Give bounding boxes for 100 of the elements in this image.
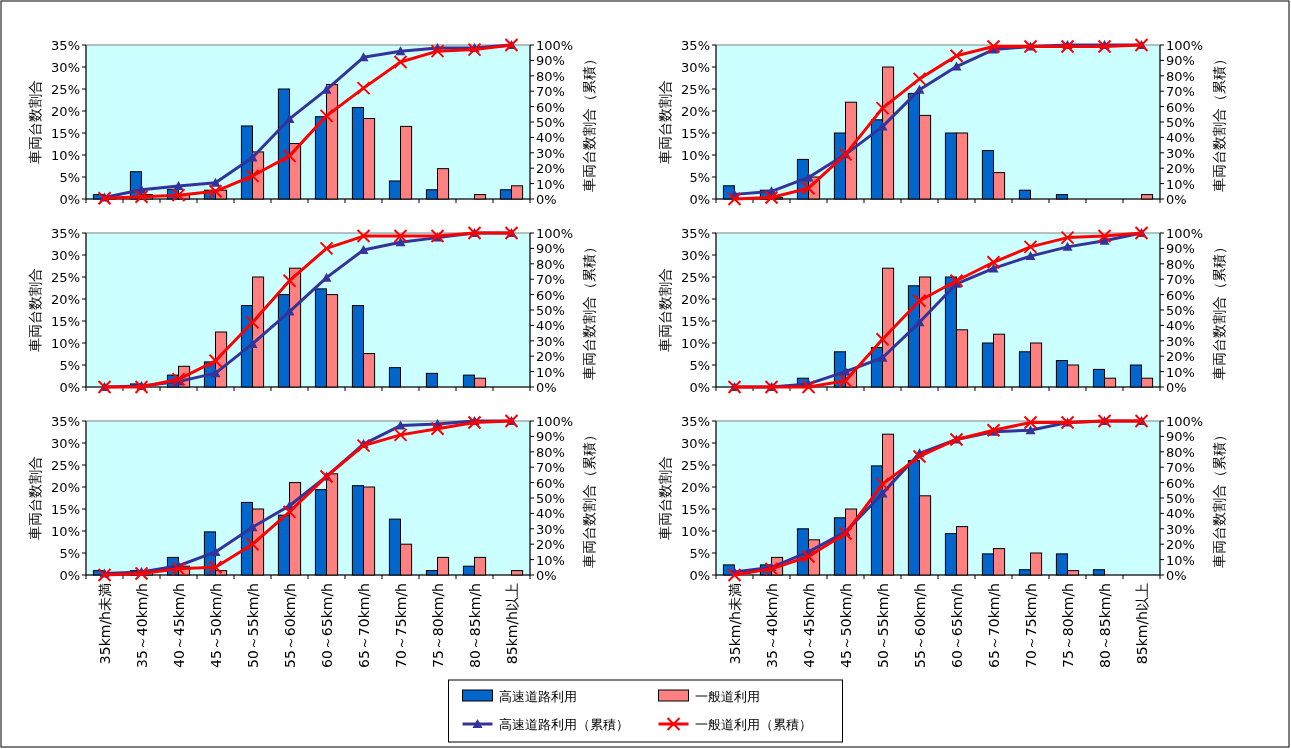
- y2-tick-label: 30%: [1166, 333, 1195, 349]
- y-tick-label: 10%: [681, 148, 710, 163]
- y2-tick-label: 30%: [536, 145, 565, 161]
- y2-tick-label: 60%: [536, 99, 565, 115]
- y2-tick-label: 70%: [536, 84, 565, 100]
- y-tick-label: 25%: [681, 458, 710, 473]
- y2-axis-title: 車両台数割合（累積）: [1211, 52, 1227, 192]
- y-tick-label: 35%: [51, 38, 80, 53]
- y2-tick-label: 70%: [1166, 272, 1195, 288]
- y-tick-label: 35%: [681, 414, 710, 429]
- y-tick-label: 35%: [681, 38, 710, 53]
- y2-tick-label: 90%: [1166, 241, 1195, 257]
- x-tick-label: 40～45km/h: [170, 583, 187, 668]
- y2-tick-label: 30%: [1166, 521, 1195, 537]
- y-tick-label: 15%: [681, 126, 710, 141]
- x-tick-label: 35km/h未満: [726, 583, 743, 665]
- y2-tick-label: 90%: [1166, 429, 1195, 445]
- x-tick-label: 65～70km/h: [985, 583, 1002, 668]
- y2-tick-label: 100%: [536, 226, 574, 241]
- y2-tick-label: 20%: [1166, 161, 1195, 177]
- y-tick-label: 35%: [51, 226, 80, 241]
- y2-tick-label: 100%: [1166, 226, 1204, 241]
- y-tick-label: 20%: [681, 104, 710, 119]
- y2-tick-label: 80%: [536, 68, 565, 84]
- y-tick-label: 0%: [689, 192, 710, 207]
- y-tick-label: 20%: [51, 104, 80, 119]
- y-tick-label: 30%: [51, 248, 80, 263]
- y2-axis-title: 車両台数割合（累積）: [581, 240, 597, 380]
- y2-axis-title: 車両台数割合（累積）: [1211, 240, 1227, 380]
- y-axis-title: 車両台数割合: [27, 80, 43, 164]
- y2-tick-label: 100%: [536, 38, 574, 53]
- y2-tick-label: 80%: [536, 444, 565, 460]
- legend-label: 一般道利用: [694, 689, 760, 704]
- y2-tick-label: 100%: [1166, 414, 1204, 429]
- y-axis-title: 車両台数割合: [27, 456, 43, 540]
- y2-tick-label: 40%: [536, 506, 565, 522]
- legend-label: 一般道利用（累積）: [694, 717, 812, 732]
- y2-tick-label: 90%: [536, 429, 565, 445]
- x-tick-label: 50～55km/h: [874, 583, 891, 668]
- y2-tick-label: 20%: [536, 537, 565, 553]
- y2-tick-label: 30%: [536, 521, 565, 537]
- y2-tick-label: 40%: [1166, 130, 1195, 146]
- y2-tick-label: 80%: [1166, 256, 1195, 272]
- y-tick-label: 30%: [681, 436, 710, 451]
- y2-tick-label: 0%: [1166, 568, 1187, 583]
- y2-tick-label: 50%: [536, 303, 565, 318]
- y2-tick-label: 60%: [1166, 475, 1195, 491]
- y-tick-label: 15%: [681, 502, 710, 517]
- y-axis-title: 車両台数割合: [657, 80, 673, 164]
- y-tick-label: 15%: [51, 502, 80, 517]
- y2-tick-label: 60%: [1166, 99, 1195, 115]
- y2-tick-label: 10%: [1166, 552, 1195, 568]
- y2-tick-label: 0%: [1166, 380, 1187, 395]
- y2-tick-label: 0%: [536, 380, 557, 395]
- y-tick-label: 15%: [681, 314, 710, 329]
- y-tick-label: 35%: [681, 226, 710, 241]
- x-tick-label: 85km/h以上: [503, 583, 520, 665]
- y2-tick-label: 70%: [1166, 84, 1195, 100]
- y-tick-label: 25%: [51, 82, 80, 97]
- y-tick-label: 5%: [59, 546, 80, 561]
- x-tick-label: 60～65km/h: [318, 583, 335, 668]
- y-tick-label: 10%: [51, 148, 80, 163]
- y2-tick-label: 20%: [536, 349, 565, 365]
- x-tick-label: 85km/h以上: [1133, 583, 1150, 665]
- y-tick-label: 0%: [59, 568, 80, 583]
- y2-tick-label: 0%: [536, 192, 557, 207]
- y-tick-label: 5%: [689, 546, 710, 561]
- y2-tick-label: 40%: [1166, 318, 1195, 334]
- y2-tick-label: 20%: [1166, 349, 1195, 365]
- x-tick-label: 75～80km/h: [1059, 583, 1076, 668]
- y-tick-label: 30%: [51, 60, 80, 75]
- y2-tick-label: 80%: [1166, 444, 1195, 460]
- x-tick-label: 40～45km/h: [800, 583, 817, 668]
- y-tick-label: 30%: [681, 248, 710, 263]
- y-tick-label: 10%: [681, 524, 710, 539]
- y2-tick-label: 20%: [536, 161, 565, 177]
- y2-tick-label: 90%: [536, 241, 565, 257]
- y2-tick-label: 50%: [1166, 115, 1195, 130]
- x-tick-label: 60～65km/h: [948, 583, 965, 668]
- y-tick-label: 35%: [51, 414, 80, 429]
- x-tick-label: 35～40km/h: [763, 583, 780, 668]
- y-tick-label: 0%: [59, 380, 80, 395]
- y-tick-label: 25%: [681, 82, 710, 97]
- y2-tick-label: 50%: [1166, 303, 1195, 318]
- y2-tick-label: 50%: [536, 491, 565, 506]
- y2-axis-title: 車両台数割合（累積）: [581, 52, 597, 192]
- x-tick-label: 80～85km/h: [1096, 583, 1113, 668]
- y-tick-label: 20%: [681, 292, 710, 307]
- x-tick-label: 65～70km/h: [355, 583, 372, 668]
- y2-tick-label: 10%: [536, 552, 565, 568]
- y2-tick-label: 50%: [536, 115, 565, 130]
- y2-tick-label: 70%: [1166, 460, 1195, 476]
- y-tick-label: 10%: [51, 524, 80, 539]
- y-tick-label: 10%: [51, 336, 80, 351]
- y2-tick-label: 40%: [536, 130, 565, 146]
- y2-tick-label: 90%: [536, 53, 565, 69]
- y-tick-label: 5%: [689, 170, 710, 185]
- y2-tick-label: 20%: [1166, 537, 1195, 553]
- y2-tick-label: 40%: [536, 318, 565, 334]
- y-axis-title: 車両台数割合: [27, 268, 43, 352]
